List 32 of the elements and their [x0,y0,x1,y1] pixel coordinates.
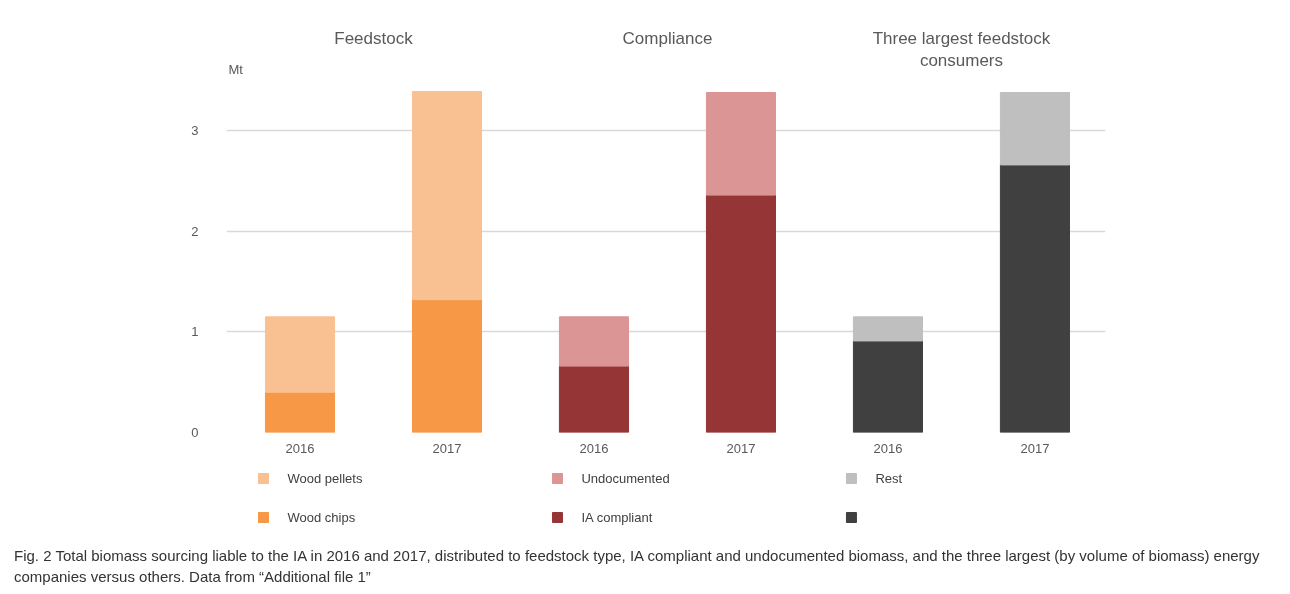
legend-label: Wood chips [287,510,356,525]
y-tick-label: 1 [191,324,199,340]
text: Three largest feedstock consumers [872,28,1051,71]
x-tick-label: 2017 [726,440,756,456]
x-tick-label: 2016 [285,440,315,456]
legend-label: Wood pellets [287,471,363,486]
bar [411,299,483,433]
caption: Fig. 2 Total biomass sourcing liable to the IA in 2016 and 2017, distributed to feedstock type, IA compliant and undocumented biomass, and the three largest (by volume of biomass) energy companies versus others. Data from “Additional file 1” [14,546,1261,588]
bar [852,316,923,342]
bar [999,92,1070,166]
bar [558,316,630,367]
bar [852,340,923,433]
x-tick-label: 2016 [579,440,609,456]
text: Feedstock [334,28,414,48]
y-tick-label: 3 [191,123,199,139]
legend-label: Undocumented [581,471,670,486]
x-tick-label: 2017 [432,440,462,456]
text: Compliance [622,28,713,48]
bar [264,316,336,393]
bar [999,164,1070,433]
bar [705,194,777,433]
y-tick-label: 2 [191,223,199,239]
x-tick-label: 2017 [1020,440,1050,456]
y-axis-title: Mt [228,61,244,77]
y-tick-label: 0 [191,425,199,440]
legend-label: IA compliant [581,510,653,525]
bar [558,365,630,433]
legend-label: Rest [875,471,903,486]
bar [264,391,336,433]
x-tick-label: 2016 [873,440,903,456]
bar [411,91,483,301]
bar [705,92,777,196]
